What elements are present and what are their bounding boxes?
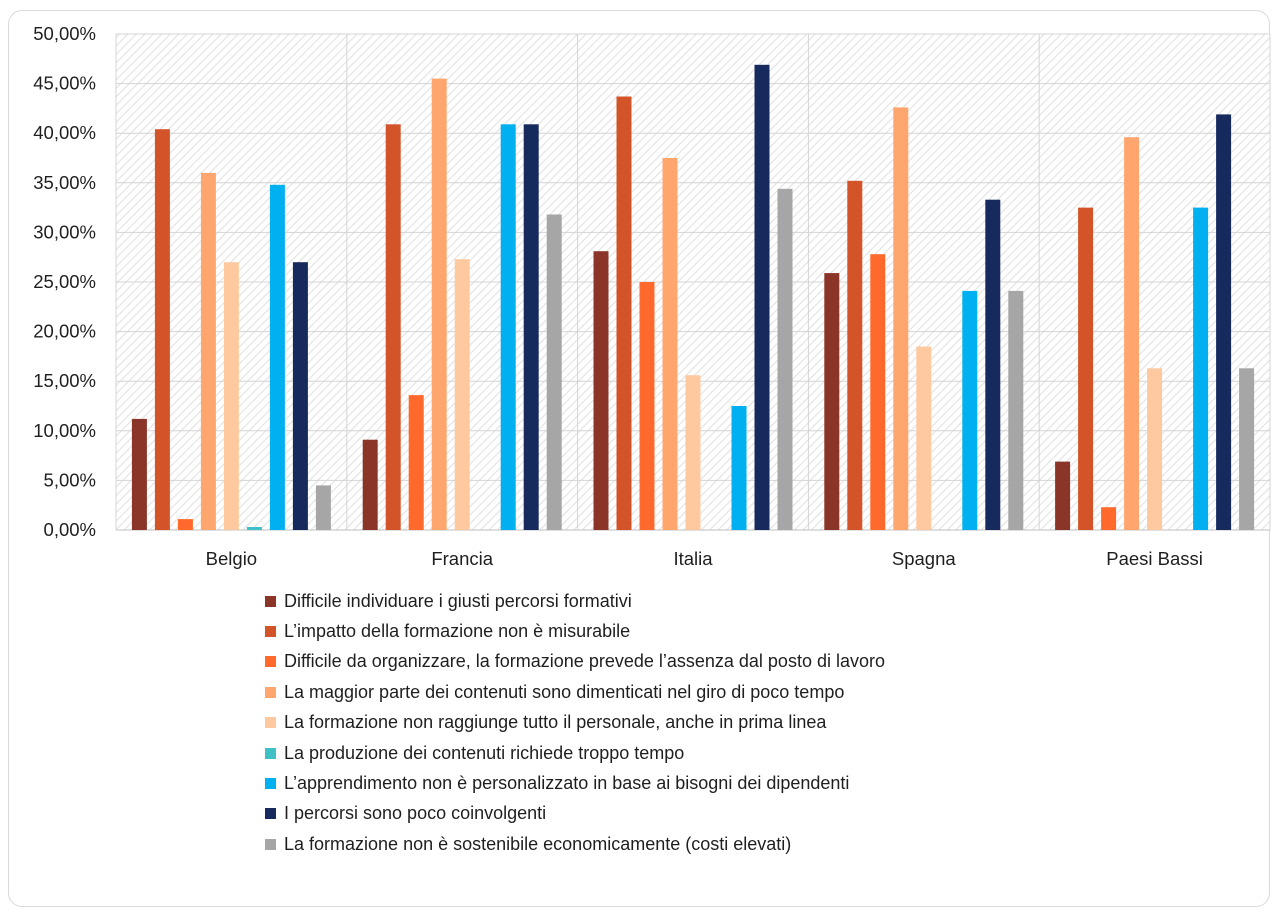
legend-item: La maggior parte dei contenuti sono dime…	[265, 677, 885, 707]
bar	[546, 214, 562, 530]
x-tick-label: Belgio	[206, 548, 257, 569]
bar	[824, 273, 840, 530]
bar	[454, 259, 470, 530]
bar	[223, 262, 239, 530]
y-tick-label: 30,00%	[33, 221, 96, 242]
bar	[662, 158, 678, 530]
bar	[1008, 290, 1024, 530]
legend-label: I percorsi sono poco coinvolgenti	[284, 803, 547, 824]
bar	[131, 418, 147, 530]
y-tick-label: 25,00%	[33, 271, 96, 292]
y-tick-label: 35,00%	[33, 172, 96, 193]
legend-label: La formazione non è sostenibile economic…	[284, 833, 792, 854]
bar	[1193, 207, 1209, 530]
legend-swatch	[265, 808, 276, 820]
bar	[893, 107, 909, 531]
legend-label: Difficile da organizzare, la formazione …	[284, 651, 885, 672]
bar	[200, 172, 216, 530]
bars	[131, 64, 1255, 531]
legend-label: L’apprendimento non è personalizzato in …	[284, 773, 850, 794]
bar	[1216, 114, 1232, 531]
x-tick-label: Italia	[673, 548, 713, 569]
bar	[431, 78, 447, 530]
y-tick-label: 40,00%	[33, 122, 96, 143]
legend-label: L’impatto della formazione non è misurab…	[284, 621, 631, 642]
x-tick-label: Francia	[431, 548, 493, 569]
y-tick-label: 0,00%	[44, 519, 96, 540]
bar	[731, 406, 747, 530]
legend-item: La formazione non raggiunge tutto il per…	[265, 708, 885, 738]
legend-swatch	[265, 656, 276, 668]
bar	[315, 485, 331, 530]
y-tick-label: 45,00%	[33, 73, 96, 94]
x-axis-ticks: Belgio Francia Italia Spagna Paesi Bassi	[206, 548, 1203, 569]
legend-item: I percorsi sono poco coinvolgenti	[265, 799, 885, 829]
legend-swatch	[265, 838, 276, 850]
y-tick-label: 50,00%	[33, 23, 96, 44]
legend-item: La produzione dei contenuti richiede tro…	[265, 738, 885, 768]
bar	[523, 124, 539, 531]
y-tick-label: 5,00%	[44, 469, 96, 490]
y-axis-ticks: 0,00% 5,00% 10,00% 15,00% 20,00% 25,00% 30,00%…	[33, 23, 96, 540]
x-tick-label: Spagna	[892, 548, 956, 569]
y-tick-label: 20,00%	[33, 321, 96, 342]
bar	[593, 251, 609, 530]
bar	[847, 180, 863, 531]
legend-label: Difficile individuare i giusti percorsi …	[284, 590, 632, 611]
legend-label: La maggior parte dei contenuti sono dime…	[284, 681, 845, 702]
bar	[1101, 507, 1117, 530]
bar	[362, 439, 378, 530]
bar	[870, 254, 886, 530]
bar	[385, 124, 401, 531]
bar	[616, 96, 632, 530]
bar	[754, 64, 770, 531]
x-tick-label: Paesi Bassi	[1106, 548, 1203, 569]
bar	[685, 375, 701, 530]
legend-swatch	[265, 778, 276, 790]
legend-item: L’apprendimento non è personalizzato in …	[265, 768, 885, 798]
legend-swatch	[265, 717, 276, 729]
legend-label: La produzione dei contenuti richiede tro…	[284, 742, 685, 763]
bar	[1147, 368, 1163, 530]
bar	[269, 184, 285, 531]
legend-item: L’impatto della formazione non è misurab…	[265, 616, 885, 646]
bar	[292, 262, 308, 530]
bar	[500, 124, 516, 531]
y-tick-label: 15,00%	[33, 370, 96, 391]
legend-swatch	[265, 626, 276, 638]
legend-item: La formazione non è sostenibile economic…	[265, 829, 885, 859]
legend-item: Difficile individuare i giusti percorsi …	[265, 586, 885, 616]
legend: Difficile individuare i giusti percorsi …	[265, 586, 885, 860]
legend-swatch	[265, 686, 276, 698]
legend-label: La formazione non raggiunge tutto il per…	[284, 712, 827, 733]
legend-swatch	[265, 595, 276, 607]
bar	[1239, 368, 1255, 530]
bar	[916, 346, 932, 530]
bar	[1124, 137, 1140, 530]
bar	[246, 527, 262, 530]
bar	[639, 282, 655, 530]
bar	[154, 129, 170, 530]
legend-item: Difficile da organizzare, la formazione …	[265, 647, 885, 677]
bar	[1055, 461, 1071, 530]
bar	[1078, 207, 1094, 530]
bar	[777, 188, 793, 531]
y-tick-label: 10,00%	[33, 420, 96, 441]
bar	[177, 519, 193, 530]
gridlines	[115, 33, 1271, 531]
legend-swatch	[265, 747, 276, 759]
bar	[408, 395, 424, 530]
bar	[985, 199, 1001, 530]
bar	[962, 290, 978, 530]
